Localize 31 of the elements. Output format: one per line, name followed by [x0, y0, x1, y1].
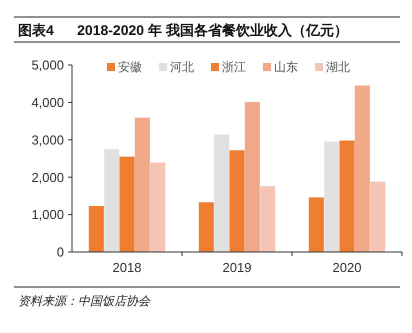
legend-label: 山东	[274, 60, 298, 74]
y-tick-label: 5,000	[31, 58, 64, 73]
bar	[324, 142, 340, 252]
bar	[88, 206, 104, 252]
bar	[370, 182, 386, 252]
bar	[119, 156, 135, 252]
bar	[244, 102, 260, 252]
bar	[198, 202, 214, 252]
y-tick-label: 0	[56, 244, 64, 260]
legend-label: 安徽	[118, 60, 142, 74]
bar	[104, 149, 120, 252]
x-tick-label: 2020	[332, 260, 362, 275]
chart-title: 图表4 2018-2020 年 我国各省餐饮业收入（亿元）	[18, 22, 348, 38]
y-tick-label: 2,000	[31, 170, 64, 185]
bar	[134, 118, 150, 252]
bar	[229, 150, 245, 252]
legend-label: 河北	[170, 60, 194, 74]
legend-label: 湖北	[326, 60, 350, 74]
x-tick-label: 2018	[112, 260, 142, 275]
y-tick-label: 1,000	[31, 207, 64, 222]
bar	[354, 86, 370, 252]
text: 资料来源：中国饭店协会	[18, 294, 151, 308]
x-tick-label: 2019	[222, 260, 252, 275]
bar	[260, 186, 276, 252]
bar	[339, 140, 355, 252]
legend-label: 浙江	[222, 60, 246, 74]
bar	[150, 162, 166, 252]
y-tick-label: 3,000	[31, 132, 64, 148]
bar	[214, 134, 230, 252]
y-tick-label: 4,000	[31, 94, 64, 110]
bar	[308, 197, 324, 252]
